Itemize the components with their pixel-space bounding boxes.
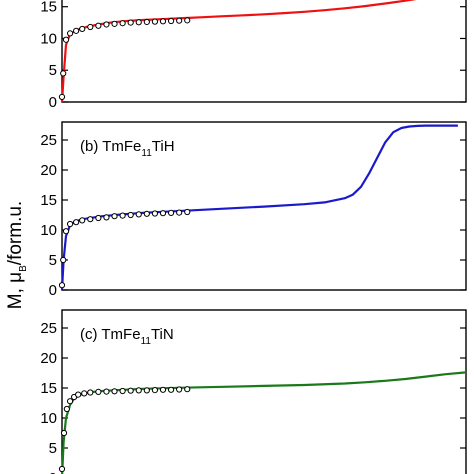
panel-label-2: (b) TmFe11TiH	[80, 138, 175, 159]
data-point	[66, 30, 74, 37]
data-point	[159, 18, 167, 25]
data-point	[62, 36, 70, 43]
y-tick-label: 10	[40, 222, 57, 239]
y-tick-label: 25	[40, 320, 57, 337]
data-point	[60, 429, 68, 437]
data-point	[176, 209, 183, 216]
data-point	[73, 27, 80, 34]
data-point	[159, 210, 167, 217]
y-tick-label: 20	[40, 350, 57, 367]
data-point	[135, 211, 142, 218]
y-tick-label: 0	[49, 94, 57, 111]
data-point	[184, 386, 191, 393]
data-point	[75, 391, 82, 398]
data-point	[95, 388, 102, 395]
data-point	[103, 214, 110, 221]
y-tick-label: 15	[40, 192, 57, 209]
y-tick-label: 10	[40, 410, 57, 427]
data-point	[66, 220, 74, 228]
data-point	[60, 70, 67, 77]
data-point	[103, 388, 110, 395]
y-tick-label: 25	[40, 132, 57, 149]
data-point	[58, 465, 66, 473]
data-point	[60, 256, 67, 264]
y-tick-label: 15	[40, 0, 57, 16]
data-point	[143, 18, 150, 26]
data-point	[62, 228, 70, 235]
data-point	[167, 17, 175, 25]
data-point	[159, 386, 167, 393]
data-point	[127, 19, 134, 26]
data-point	[111, 388, 118, 395]
data-point	[127, 387, 134, 394]
data-point	[111, 20, 118, 27]
panel-frame-2	[61, 121, 467, 291]
data-point	[135, 387, 142, 394]
data-point	[119, 20, 126, 27]
data-point	[143, 387, 150, 394]
data-point	[111, 213, 118, 220]
y-tick-label: 10	[40, 30, 57, 47]
data-point	[95, 22, 102, 29]
y-tick-label: 0	[49, 282, 57, 299]
data-point	[58, 282, 66, 289]
data-point	[73, 219, 80, 226]
data-point	[151, 18, 159, 25]
data-point	[79, 25, 86, 33]
y-tick-label: 15	[40, 380, 57, 397]
data-point	[103, 21, 110, 28]
data-point	[63, 405, 70, 413]
data-point	[87, 389, 94, 396]
panel-frame-3	[61, 309, 467, 474]
data-point	[151, 387, 159, 394]
data-point	[66, 398, 74, 405]
y-tick-label: 20	[40, 162, 57, 179]
data-point	[176, 386, 183, 393]
data-point	[87, 23, 94, 31]
data-point	[87, 216, 94, 223]
panel-label-3: (c) TmFe11TiN	[80, 326, 174, 347]
data-point	[119, 387, 126, 395]
data-point	[151, 210, 159, 217]
y-tick-label: 5	[49, 252, 57, 269]
data-point	[127, 211, 134, 219]
data-point	[95, 214, 102, 222]
data-point	[176, 17, 183, 24]
data-point	[81, 390, 88, 397]
data-point	[167, 386, 175, 393]
data-point	[58, 93, 66, 101]
data-point	[119, 212, 126, 219]
y-tick-label: 0	[49, 470, 57, 474]
data-point	[135, 19, 142, 26]
panel-frame-1	[61, 0, 467, 103]
data-point	[184, 17, 191, 24]
data-point	[143, 210, 150, 217]
data-point	[167, 209, 175, 216]
y-tick-label: 5	[49, 62, 57, 79]
y-tick-label: 5	[49, 440, 57, 457]
data-point	[79, 217, 86, 224]
y-axis-label: M, μB/form.u.	[5, 201, 29, 309]
data-point	[184, 208, 191, 216]
